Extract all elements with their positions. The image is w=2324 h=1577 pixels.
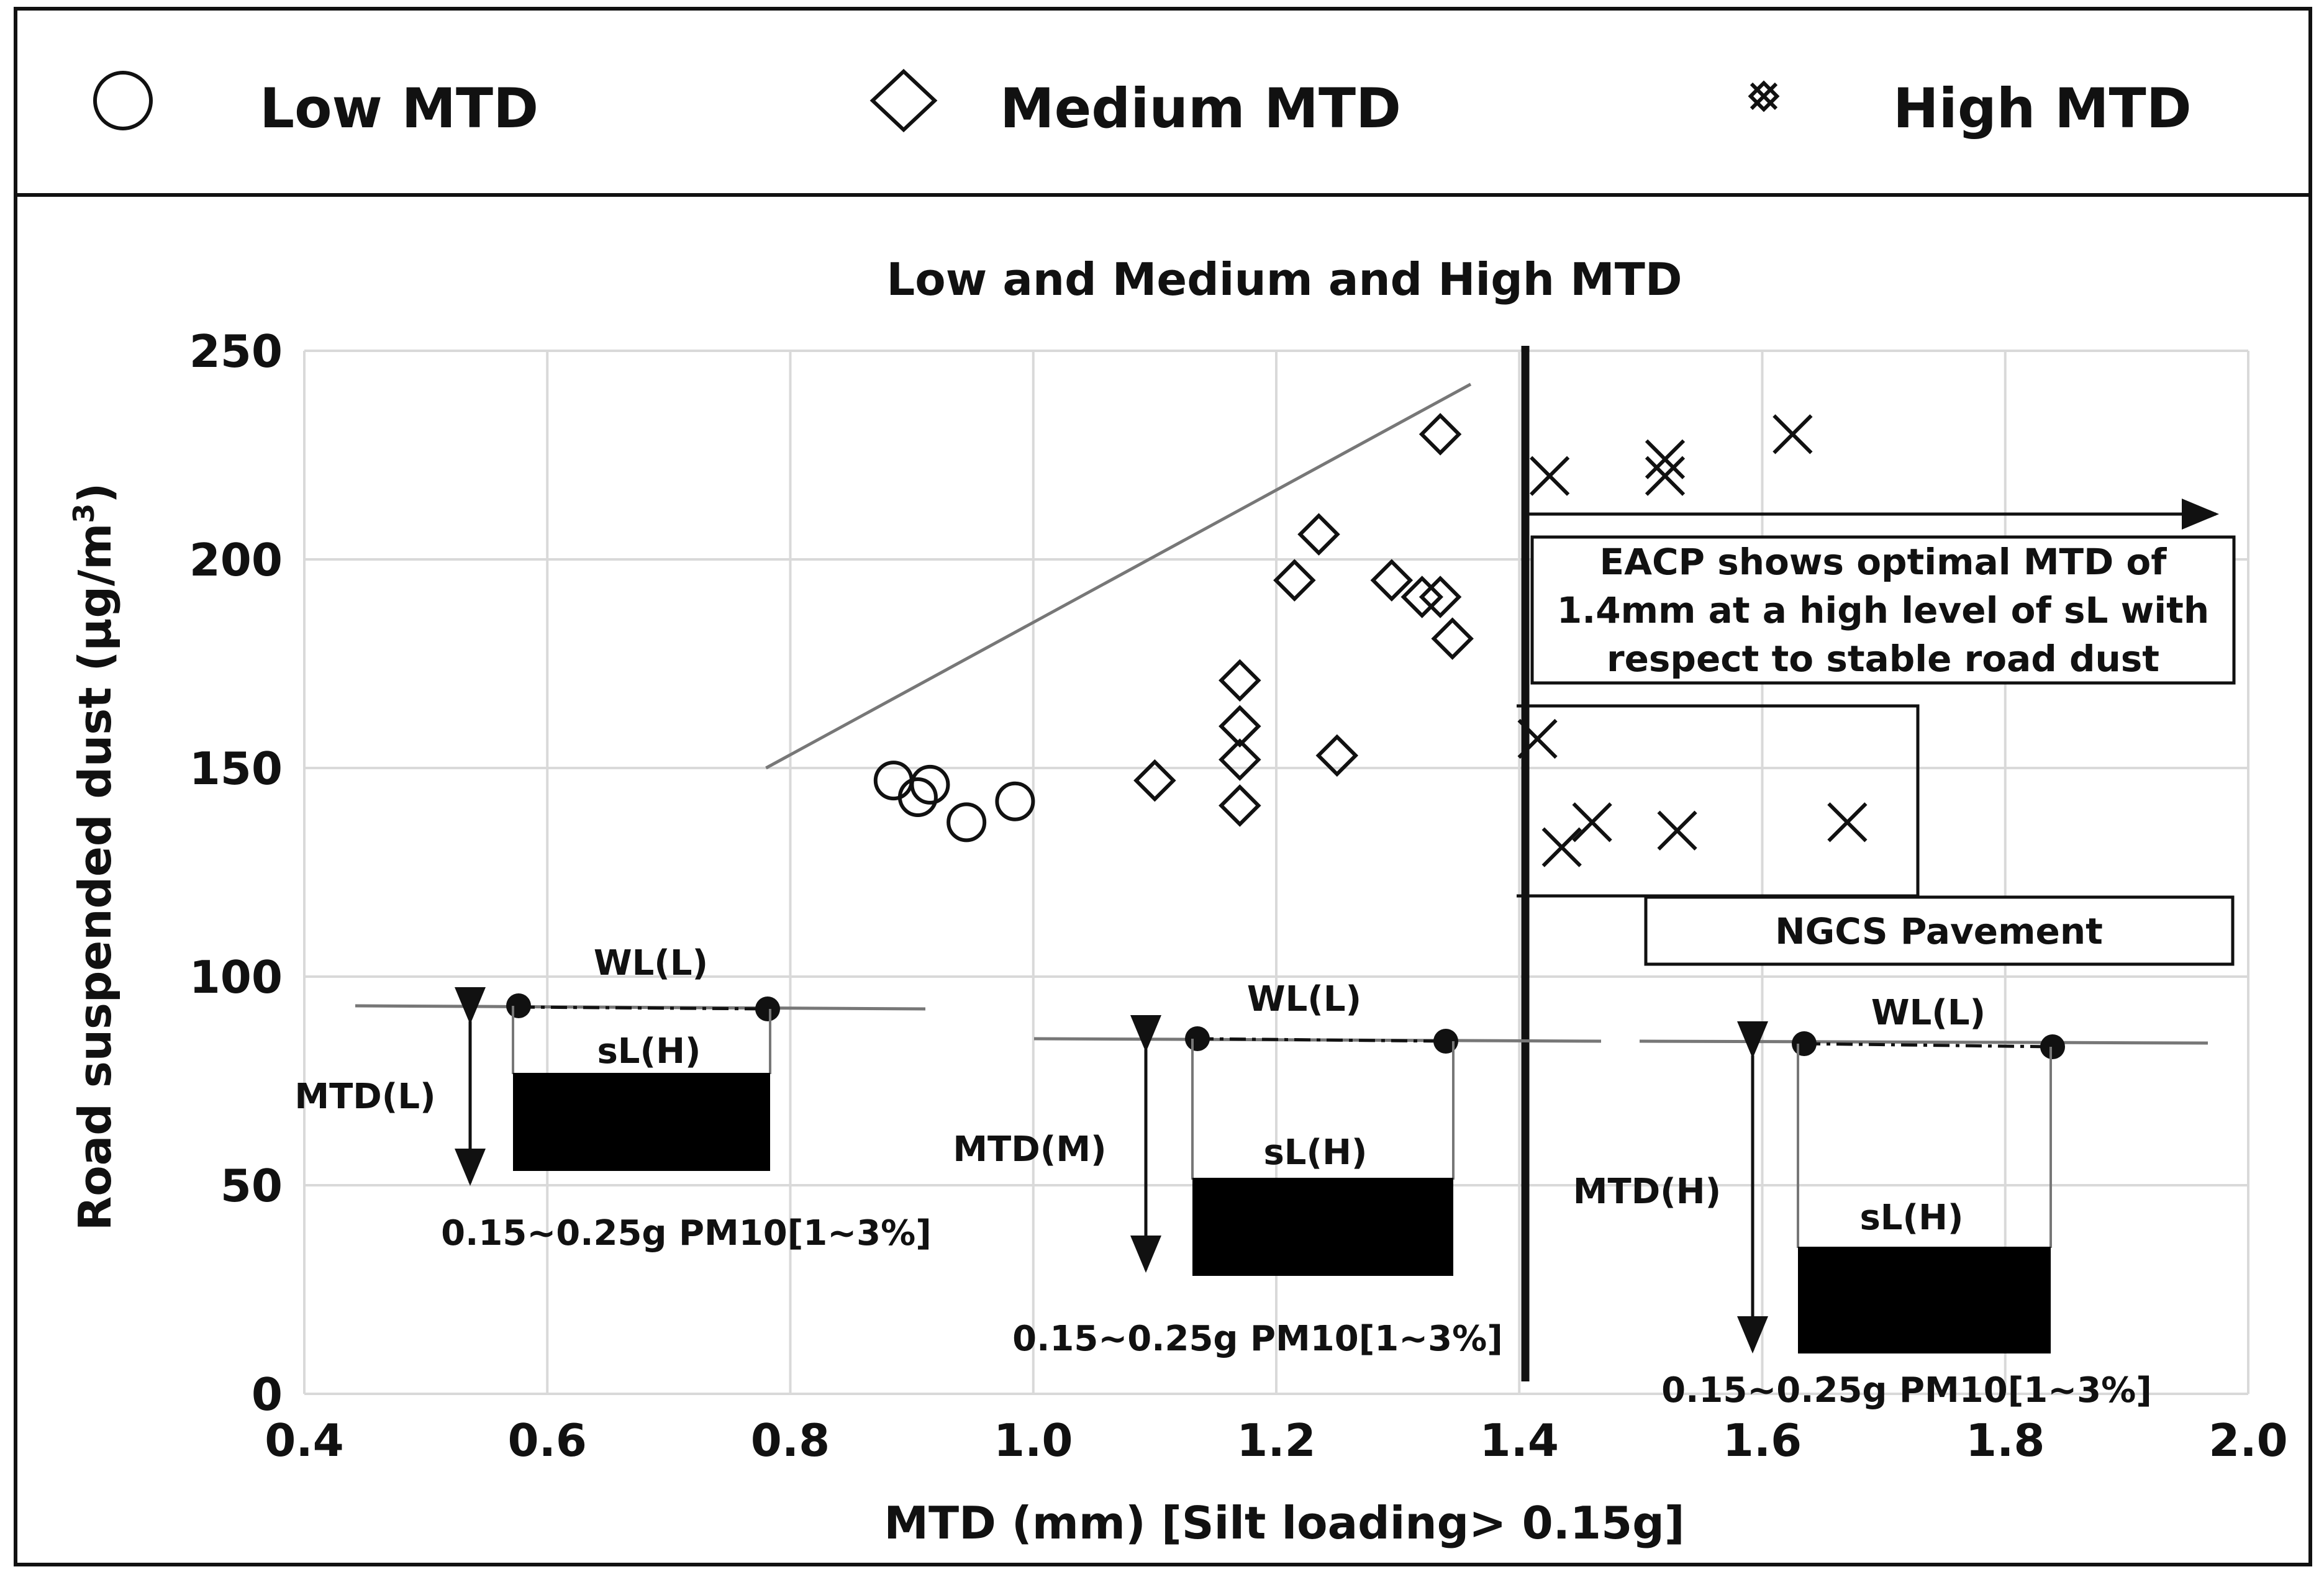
y-tick-label: 100 [189,951,283,1003]
inset-low: WL(L) sL(H) MTD(L) 0.15~0.25g PM10[1~3%] [294,943,931,1254]
x-tick-label: 0.8 [751,1414,830,1466]
inset-high-marker-right [2040,1034,2065,1059]
ngcs-region-outline [1517,704,1920,898]
inset-low-marker-right [755,996,780,1021]
y-tick-label: 0 [252,1368,283,1421]
point-medium-mtd [1400,576,1443,618]
point-medium-mtd [1418,413,1462,456]
gridlines [303,350,2249,1395]
x-tick-label: 0.4 [265,1414,344,1466]
inset-medium-sl: sL(H) [1263,1132,1367,1173]
point-medium-mtd [1133,759,1176,802]
inset-high-wl: WL(L) [1871,993,1986,1033]
x-tick-labels: 0.4 0.6 0.8 1.0 1.2 1.4 1.6 1.8 2.0 [265,1414,2288,1466]
point-medium-mtd [1219,738,1261,781]
legend: Low MTD Medium MTD High MTD [14,7,2312,197]
x-tick-label: 2.0 [2208,1414,2288,1466]
y-tick-labels: 0 50 100 150 200 250 [189,325,283,1421]
legend-label-low: Low MTD [260,76,538,140]
eacp-text-line-3: respect to stable road dust [1607,638,2159,680]
data-points [873,413,1868,867]
point-medium-mtd [1219,659,1261,702]
legend-cross-icon [1748,80,1780,112]
y-axis-label: Road suspended dust (μg/m3) [67,483,121,1231]
inset-medium-range: 0.15~0.25g PM10[1~3%] [1012,1319,1503,1359]
y-tick-label: 150 [189,743,283,795]
inset-low-sl: sL(H) [597,1031,701,1072]
point-high-mtd [1645,439,1686,479]
point-medium-mtd [1431,617,1474,660]
inset-low-marker-left [506,993,531,1018]
inset-low-mtd: MTD(L) [294,1077,435,1117]
ngcs-label: NGCS Pavement [1775,910,2103,952]
point-high-mtd [1530,456,1570,496]
x-tick-label: 1.2 [1237,1414,1316,1466]
inset-low-silt-block [513,1073,770,1171]
point-low-mtd [897,777,938,818]
inset-high-marker-left [1792,1031,1817,1056]
inset-medium-silt-block [1192,1178,1453,1276]
point-high-mtd [1645,456,1686,496]
point-medium-mtd [1315,734,1359,777]
y-tick-label: 250 [189,325,283,377]
legend-frame [14,7,2312,197]
x-tick-label: 1.6 [1723,1414,1802,1466]
trend-line [765,382,1472,770]
inset-medium-marker-left [1185,1026,1210,1051]
point-medium-mtd [1219,705,1261,748]
eacp-text-line-2: 1.4mm at a high level of sL with [1557,589,2209,631]
eacp-text-line-1: EACP shows optimal MTD of [1599,541,2167,583]
x-tick-label: 1.8 [1966,1414,2045,1466]
point-high-mtd [1657,810,1697,851]
inset-low-wl: WL(L) [594,943,708,983]
point-low-mtd [995,781,1035,821]
point-high-mtd [1773,414,1813,454]
x-tick-label: 0.6 [507,1414,587,1466]
inset-high: WL(L) sL(H) MTD(H) 0.15~0.25g PM10[1~3%] [1573,993,2208,1411]
legend-label-medium: Medium MTD [1000,76,1401,140]
inset-high-mtd: MTD(H) [1573,1172,1721,1212]
chart-frame [14,193,2312,1566]
x-tick-label: 1.0 [994,1414,1073,1466]
y-tick-label: 200 [189,534,283,586]
inset-high-sl: sL(H) [1859,1198,1963,1238]
ngcs-annotation: NGCS Pavement [1517,704,2235,966]
point-medium-mtd [1418,576,1462,618]
point-high-mtd [1541,827,1582,867]
eacp-annotation: EACP shows optimal MTD of 1.4mm at a hig… [1525,499,2236,685]
inset-low-range: 0.15~0.25g PM10[1~3%] [441,1213,932,1254]
inset-high-silt-block [1798,1247,2051,1353]
legend-circle-icon [93,71,153,130]
point-low-mtd [910,764,950,805]
x-axis-label: MTD (mm) [Silt loading> 0.15g] [884,1497,1684,1549]
point-high-mtd [1517,718,1558,759]
inset-high-range: 0.15~0.25g PM10[1~3%] [1661,1370,2152,1411]
x-tick-label: 1.4 [1479,1414,1559,1466]
point-medium-mtd [1370,559,1414,602]
legend-diamond-icon [869,68,938,133]
eacp-textbox [1530,535,2236,685]
legend-label-high: High MTD [1893,76,2192,140]
inset-medium-wl: WL(L) [1247,979,1361,1019]
point-medium-mtd [1297,513,1340,556]
chart-title: Low and Medium and High MTD [886,253,1682,305]
inset-medium: WL(L) sL(H) MTD(M) 0.15~0.25g PM10[1~3%] [953,979,1602,1359]
ngcs-label-box [1644,895,2235,966]
point-high-mtd [1827,802,1868,843]
point-high-mtd [1572,802,1612,843]
point-medium-mtd [1273,559,1316,602]
y-tick-label: 50 [220,1160,283,1212]
point-low-mtd [946,802,987,843]
inset-medium-mtd: MTD(M) [953,1129,1106,1170]
point-medium-mtd [1219,784,1261,827]
